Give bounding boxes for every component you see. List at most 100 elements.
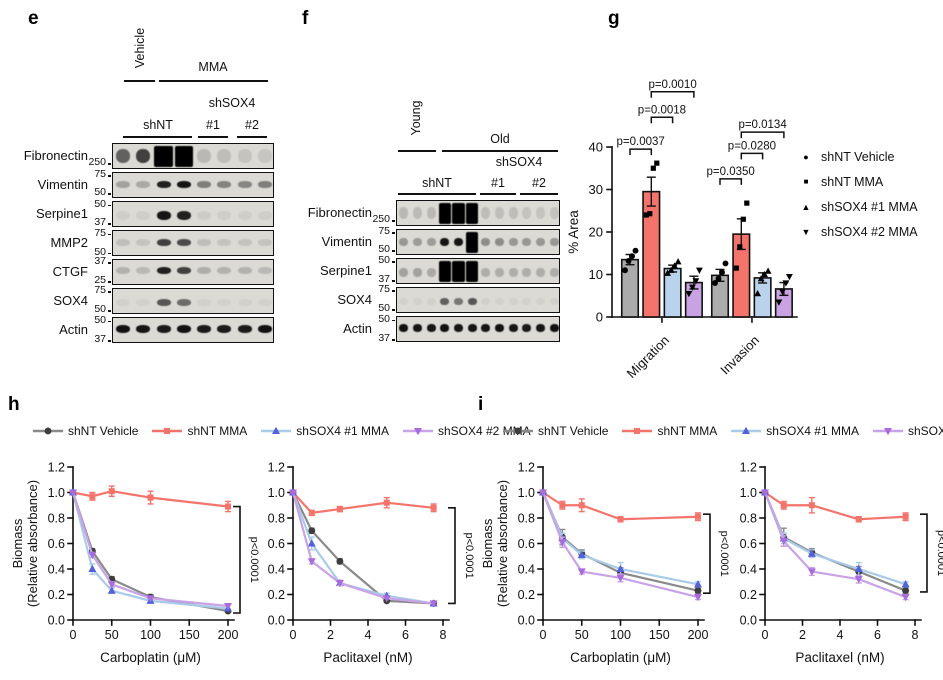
blot-band xyxy=(257,324,272,333)
triangle-down-marker xyxy=(692,278,700,285)
mw-marker-tick xyxy=(392,280,395,282)
blot-band xyxy=(156,210,171,220)
blot-band xyxy=(116,148,131,163)
lane-group-line xyxy=(159,80,268,82)
triangle-down-marker xyxy=(775,299,783,306)
y-tick-label: 0.0 xyxy=(268,614,285,628)
circle-marker xyxy=(514,427,522,435)
triangle-down-marker xyxy=(88,551,97,560)
blot-band xyxy=(176,210,191,220)
x-tick-label: 2 xyxy=(327,628,334,642)
triangle-down-marker xyxy=(413,427,422,436)
legend-label: shNT Vehicle xyxy=(68,424,139,438)
triangle-marker xyxy=(307,539,316,547)
p-value-label: p<0.0001 xyxy=(718,531,730,577)
y-tick-label: 0.4 xyxy=(268,563,285,577)
square-marker xyxy=(430,504,437,511)
mw-marker-label: 37 xyxy=(94,216,106,229)
mw-marker-label: 50 xyxy=(94,313,106,326)
x-tick-label: 4 xyxy=(837,628,844,642)
triangle-down-marker xyxy=(307,558,316,566)
lane-group-label: shNT xyxy=(422,176,452,190)
square-legend-key xyxy=(152,427,183,435)
x-tick-label: 4 xyxy=(365,628,372,642)
series-line xyxy=(291,492,434,605)
square-marker xyxy=(744,200,750,206)
y-tick-label: 1.0 xyxy=(48,486,65,500)
triangle-marker xyxy=(807,549,816,557)
triangle-legend-key xyxy=(261,426,292,435)
blot-band xyxy=(217,148,232,163)
blot-band xyxy=(481,323,491,332)
blot-band xyxy=(197,210,212,220)
mw-marker-tick xyxy=(392,250,395,252)
square-marker xyxy=(634,427,641,435)
blot-band xyxy=(237,181,252,189)
blot-band xyxy=(136,148,151,163)
y-tick-label: 0.2 xyxy=(48,588,65,602)
triangle-marker xyxy=(761,270,769,278)
blot-band xyxy=(426,237,436,246)
y-tick-label: 0.8 xyxy=(740,512,757,526)
blot-band xyxy=(440,237,450,246)
square-marker xyxy=(89,493,96,500)
circle-marker xyxy=(715,275,722,282)
legend-label: shSOX4 #1 MMA xyxy=(766,424,859,438)
blot-band xyxy=(549,206,559,219)
panel-letter-h: h xyxy=(8,394,20,415)
blot-band xyxy=(176,298,191,306)
x-tick-label: 50 xyxy=(105,628,119,642)
square-marker xyxy=(808,502,815,509)
y-tick-label: 0.6 xyxy=(740,537,757,551)
mw-marker-label: 37 xyxy=(94,255,106,268)
lane-group-line xyxy=(198,136,228,138)
significance-bracket xyxy=(740,152,764,160)
blot-protein-label: Vimentin xyxy=(37,177,88,192)
mw-marker-label: 50 xyxy=(378,312,390,325)
circle-marker xyxy=(629,253,635,260)
square-marker xyxy=(224,503,232,510)
blot-band xyxy=(217,181,232,189)
square-marker xyxy=(740,216,746,222)
lane-group-label: shNT xyxy=(143,118,173,132)
blot-protein-label: Actin xyxy=(343,321,372,336)
triangle-down-marker xyxy=(616,574,625,583)
blot-band xyxy=(257,148,272,163)
blot-band xyxy=(237,324,252,333)
blot-band xyxy=(116,324,131,333)
mw-marker-label: 37 xyxy=(378,332,390,345)
y-tick-label: 0.4 xyxy=(740,563,757,577)
blot-band xyxy=(156,239,171,247)
line-chart-i-carboplatin: 0 50 100 150 200 0.0 0.2 0.4 0.6 0.8 1.0 1.2 Carbopl… xyxy=(480,461,730,666)
blot-box xyxy=(396,229,560,255)
blot-band xyxy=(156,181,171,189)
mw-marker-tick xyxy=(108,175,111,177)
circle-marker xyxy=(722,260,729,267)
blot-band xyxy=(481,206,491,219)
blot-band xyxy=(522,297,532,305)
y-tick-label: 0 xyxy=(596,310,603,325)
y-tick-label: 1.2 xyxy=(518,461,535,475)
triangle-marker xyxy=(764,267,772,274)
mw-marker-tick xyxy=(108,223,111,225)
triangle-down-marker xyxy=(335,580,344,588)
blot-band xyxy=(176,239,191,247)
significance-bracket xyxy=(719,178,743,185)
x-tick-label: 150 xyxy=(179,628,200,642)
triangle-marker xyxy=(88,564,97,573)
circle-marker xyxy=(622,267,628,274)
legend-item: shNT Vehicle xyxy=(502,424,608,438)
blot-band xyxy=(412,237,422,246)
lane-group-label: #1 xyxy=(491,176,505,190)
blot-band xyxy=(494,237,504,246)
triangle-down-marker xyxy=(224,602,232,611)
square-marker xyxy=(164,427,171,435)
triangle-down-marker xyxy=(779,537,788,546)
p-value-label: p=0.0037 xyxy=(617,136,665,148)
blot-band xyxy=(399,297,409,305)
mw-marker-tick xyxy=(108,233,111,236)
triangle-down-marker xyxy=(539,489,547,497)
blot-band xyxy=(412,267,422,277)
square-marker xyxy=(383,499,390,506)
